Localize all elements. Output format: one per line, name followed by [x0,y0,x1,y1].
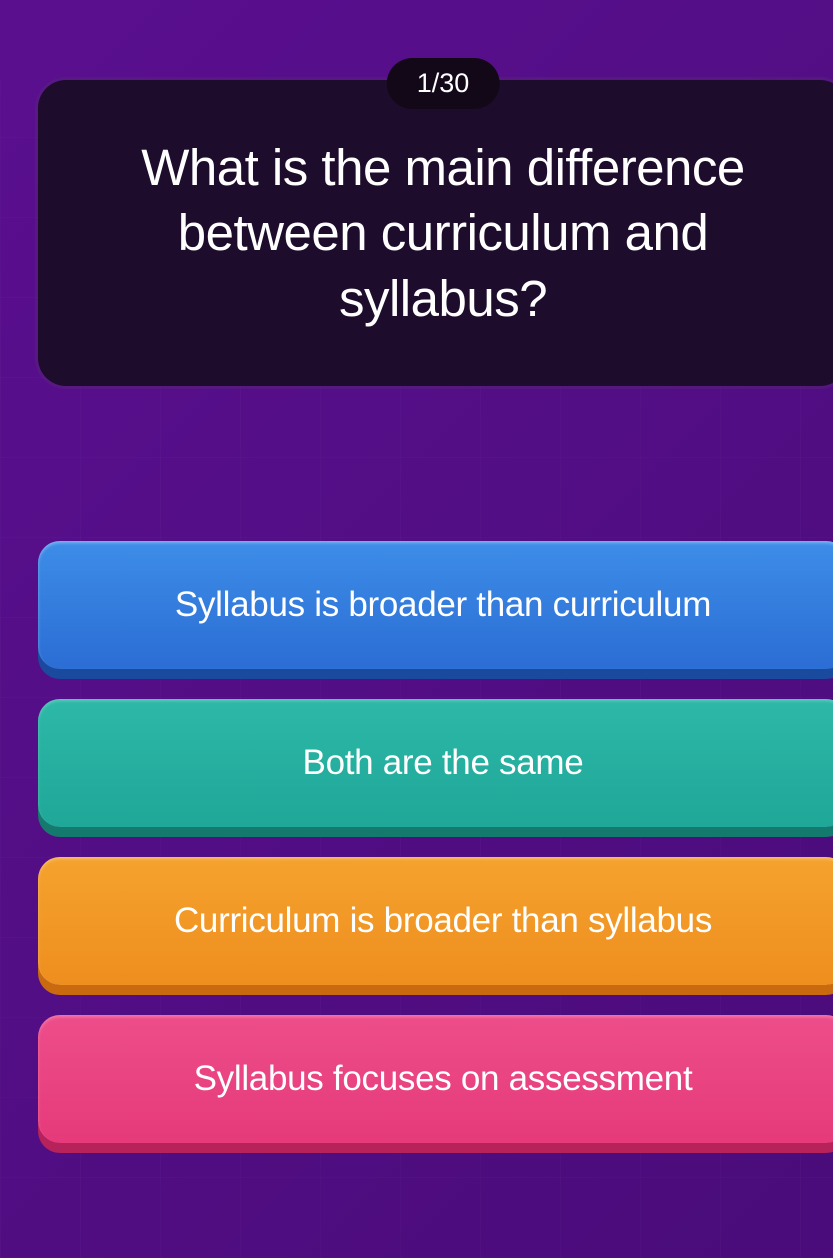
answer-option-3-label: Curriculum is broader than syllabus [174,901,712,941]
answer-option-1-label: Syllabus is broader than curriculum [175,585,711,625]
answer-option-4-label: Syllabus focuses on assessment [194,1059,693,1099]
answer-option-4[interactable]: Syllabus focuses on assessment [38,1015,833,1143]
answer-option-2-label: Both are the same [303,743,584,783]
answer-option-1[interactable]: Syllabus is broader than curriculum [38,541,833,669]
question-text: What is the main difference between curr… [78,135,808,331]
answer-option-2[interactable]: Both are the same [38,699,833,827]
answer-option-3[interactable]: Curriculum is broader than syllabus [38,857,833,985]
question-counter-text: 1/30 [417,68,470,98]
answers-container: Syllabus is broader than curriculum Both… [0,541,833,1143]
question-counter-badge: 1/30 [387,58,500,109]
question-card: 1/30 What is the main difference between… [38,80,833,386]
